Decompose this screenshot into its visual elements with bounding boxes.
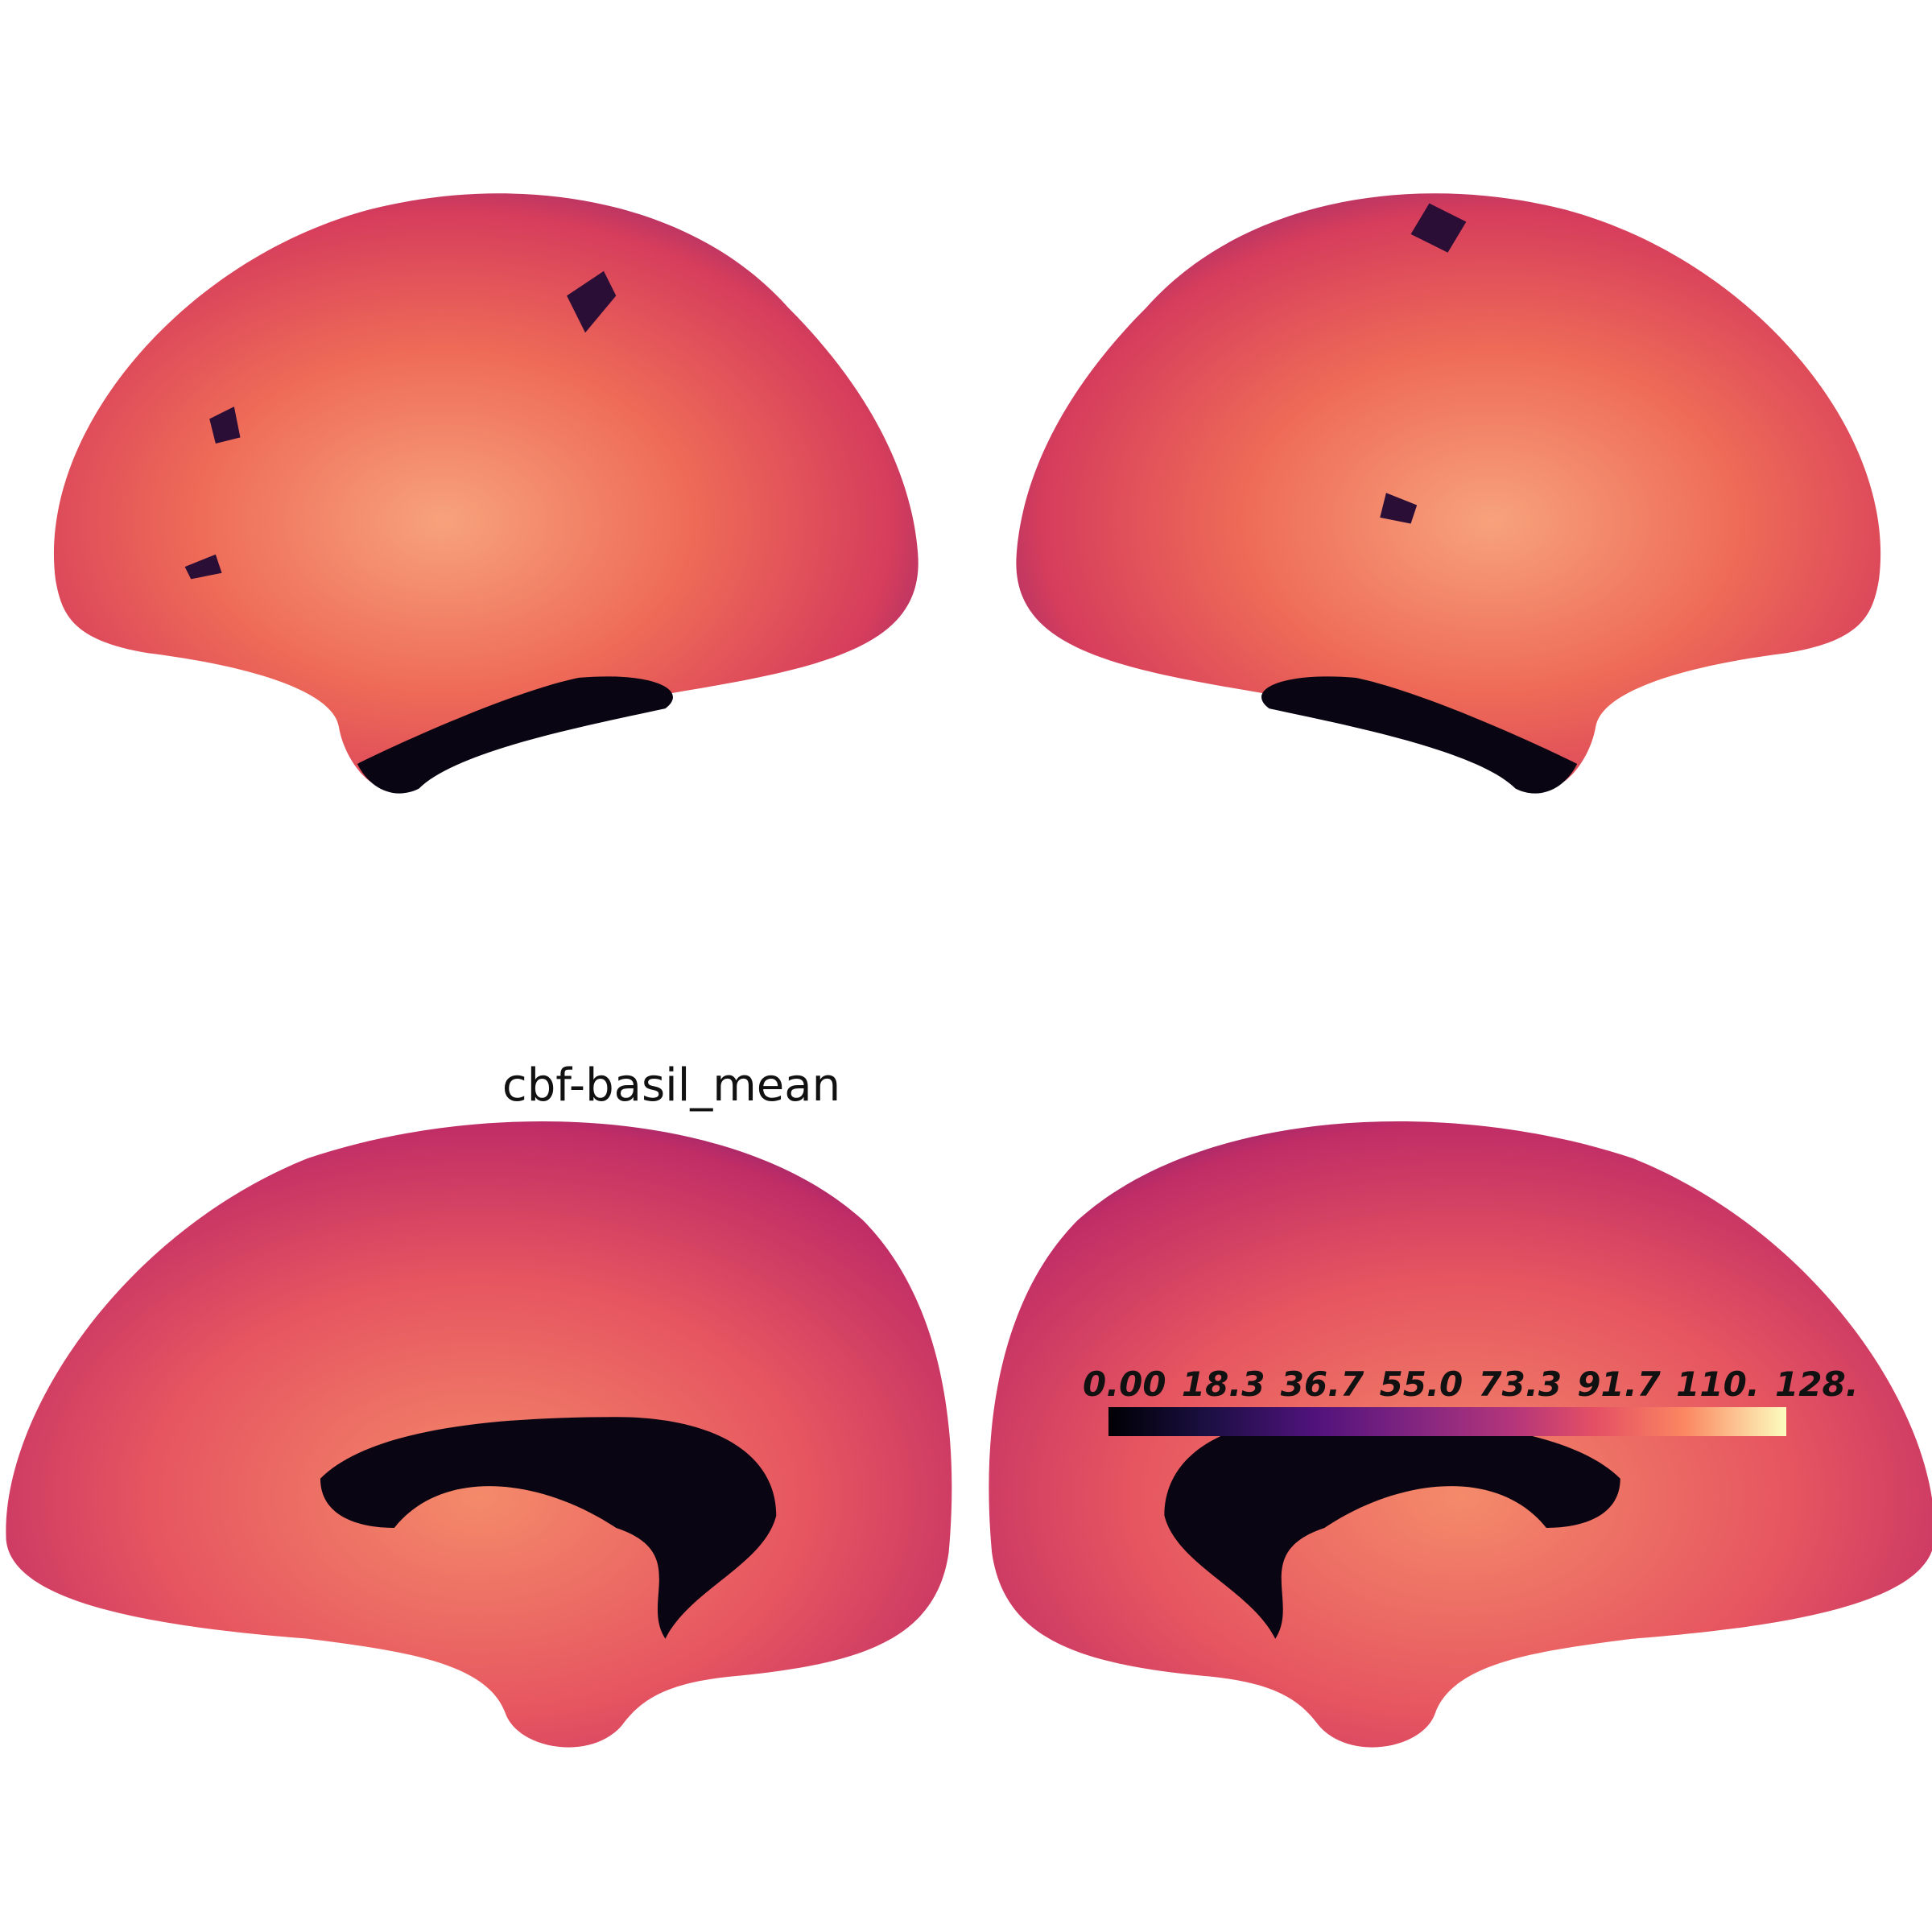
- left-lateral: [53, 193, 919, 794]
- brain-views: [6, 193, 1932, 1748]
- colorbar: [1108, 1407, 1786, 1436]
- colorbar-tick-label: 91.7: [1577, 1364, 1661, 1404]
- colorbar-ticks: 0.00 18.3 36.7 55.0 73.3 91.7 110. 128.: [1083, 1364, 1859, 1404]
- colorbar-tick-label: 128.: [1775, 1364, 1859, 1404]
- colorbar-tick-label: 55.0: [1380, 1364, 1463, 1404]
- left-medial: [6, 1121, 952, 1748]
- colorbar-tick-label: 73.3: [1478, 1364, 1562, 1404]
- colorbar-tick-label: 110.: [1676, 1364, 1760, 1404]
- colorbar-tick-label: 36.7: [1281, 1364, 1364, 1404]
- title: cbf-basil_mean: [502, 1059, 840, 1112]
- right-lateral: [1016, 193, 1881, 794]
- colorbar-tick-label: 0.00: [1083, 1364, 1166, 1404]
- colorbar-tick-label: 18.3: [1182, 1364, 1265, 1404]
